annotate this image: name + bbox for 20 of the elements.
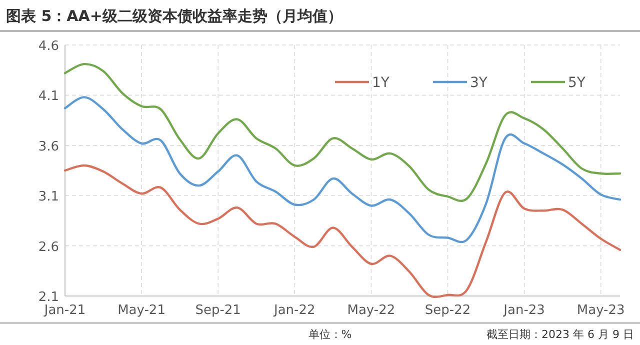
chart-title: 图表 5：AA+级二级资本债收益率走势（月均值） [6,7,342,25]
x-tick-label: May-22 [347,303,396,318]
legend-label: 3Y [470,75,488,91]
x-tick-label: Jan-21 [43,303,86,318]
x-tick-label: Jan-23 [502,303,545,318]
y-tick-label: 3.6 [38,139,59,154]
legend-label: 1Y [372,75,390,91]
y-tick-label: 2.1 [38,290,59,305]
y-tick-label: 4.1 [38,89,59,104]
x-tick-label: Jan-22 [273,303,316,318]
x-tick-label: May-23 [576,303,625,318]
x-tick-label: Sep-21 [195,303,241,318]
text: 单位：% [308,328,352,341]
x-tick-label: Sep-22 [424,303,471,318]
y-tick-label: 2.6 [38,240,59,255]
legend-label: 5Y [568,75,586,91]
y-tick-label: 3.1 [38,190,59,205]
y-tick-label: 4.6 [38,39,59,54]
x-tick-label: May-21 [118,303,166,318]
text: 截至日期：2023 年 6 月 9 日 [486,328,634,341]
